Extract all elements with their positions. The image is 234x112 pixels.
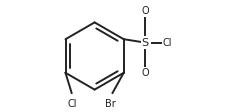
Text: Cl: Cl xyxy=(67,99,77,109)
Text: Cl: Cl xyxy=(163,38,172,48)
Text: S: S xyxy=(141,38,149,48)
Text: Br: Br xyxy=(105,99,116,109)
Text: O: O xyxy=(141,68,149,78)
Text: O: O xyxy=(141,6,149,16)
